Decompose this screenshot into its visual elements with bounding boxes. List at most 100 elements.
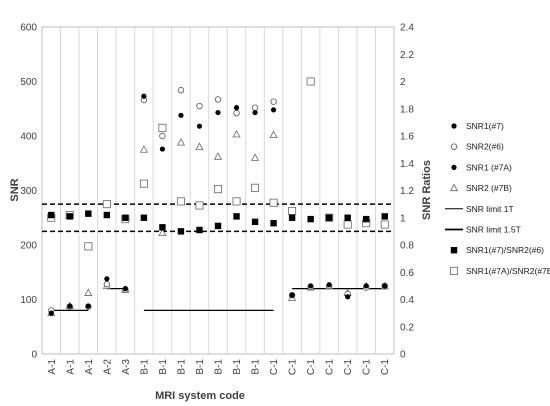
data-point — [196, 123, 203, 129]
data-point — [158, 228, 167, 237]
x-tick-label: B-1 — [176, 359, 187, 375]
data-point — [363, 215, 370, 223]
data-point — [306, 77, 315, 86]
data-point — [103, 281, 111, 288]
data-point — [307, 215, 314, 223]
x-tick-label: A-1 — [65, 359, 76, 375]
data-point — [345, 294, 351, 300]
x-tick-label: C-1 — [306, 359, 317, 376]
y2-tick-label: 2.2 — [400, 50, 414, 61]
x-tick-label: A-3 — [121, 359, 132, 375]
data-point — [85, 210, 92, 217]
data-point — [215, 109, 221, 116]
legend-label: SNR1(#7A)/SNR2(#7B) — [466, 266, 550, 276]
y-tick-label: 400 — [20, 132, 37, 143]
y2-tick-label: 0.6 — [400, 268, 414, 279]
data-point — [232, 129, 241, 138]
gridlines — [60, 27, 376, 354]
x-tick-label: B-1 — [158, 359, 169, 375]
x-ticks: A-1 A-1 A-1 A-2 A-3 B-1 B-1 B-1 B-1 B-1 B-1 B-1 C-1 C… — [47, 359, 391, 376]
right-ticks: 0 0.2 0.4 0.6 0.8 1 1.2 1.4 1.6 1.8 2 2.2 2.4 — [400, 23, 414, 361]
data-point — [84, 242, 93, 251]
x-axis-title: MRI system code — [155, 390, 245, 402]
data-point — [195, 201, 204, 210]
data-point — [140, 214, 148, 221]
y2-tick-label: 1.4 — [400, 159, 414, 170]
data-point — [288, 214, 296, 221]
y2-tick-label: 2.4 — [400, 23, 414, 34]
data-point — [288, 206, 297, 215]
data-point — [139, 145, 148, 153]
y-tick-label: 300 — [20, 186, 37, 197]
x-tick-label: A-2 — [102, 359, 113, 375]
x-tick-label: B-1 — [251, 359, 262, 375]
data-point — [159, 224, 166, 231]
y-tick-label: 200 — [20, 241, 37, 252]
data-point — [213, 185, 222, 194]
legend-label: SNR limit 1T — [466, 204, 514, 214]
legend-label: SNR1(#7)/SNR2(#6) — [466, 245, 544, 255]
data-point — [196, 102, 203, 110]
data-point — [213, 152, 223, 160]
data-point — [270, 107, 277, 113]
data-point — [66, 213, 73, 220]
data-point — [176, 197, 185, 206]
data-point — [326, 282, 332, 288]
data-point — [177, 228, 185, 235]
plot-border — [41, 26, 395, 355]
data-point — [214, 222, 222, 230]
y2-axis-title: SNR Ratios — [421, 160, 433, 220]
x-tick-label: B-1 — [232, 359, 243, 375]
x-tick-label: B-1 — [195, 359, 206, 375]
x-tick-label: C-1 — [325, 359, 336, 376]
legend-swatch — [449, 266, 458, 275]
data-point — [158, 123, 167, 132]
legend-label: SNR2 (#7B) — [466, 183, 512, 193]
data-point — [269, 198, 278, 207]
data-point — [178, 112, 184, 118]
legend-label: SNR limit 1.5T — [466, 225, 521, 235]
y-tick-label: 0 — [31, 350, 37, 361]
data-point — [381, 213, 388, 220]
data-point — [122, 286, 128, 292]
data-point — [325, 214, 333, 221]
data-point — [250, 153, 260, 161]
y2-tick-label: 1.2 — [400, 186, 414, 197]
y2-tick-label: 0.4 — [400, 295, 414, 306]
legend-label: SNR1 (#7A) — [466, 162, 512, 172]
x-tick-label: B-1 — [139, 359, 150, 375]
x-tick-label: A-1 — [47, 359, 58, 375]
data-point — [252, 109, 258, 116]
data-point — [159, 146, 166, 152]
data-point — [159, 132, 166, 140]
data-point — [382, 283, 388, 289]
y2-tick-label: 0 — [400, 350, 406, 361]
legend-label: SNR2(#6) — [466, 142, 504, 152]
data-point — [344, 214, 351, 221]
data-point — [233, 213, 240, 220]
plot-area-frame — [41, 26, 395, 355]
data-point — [139, 179, 148, 188]
legend-swatch — [450, 143, 458, 150]
y2-tick-label: 0.2 — [400, 322, 414, 333]
y2-tick-label: 1.6 — [400, 132, 414, 143]
data-point — [176, 138, 186, 146]
data-point — [233, 105, 240, 111]
data-point — [48, 310, 54, 316]
data-point — [308, 283, 314, 289]
y-tick-label: 600 — [20, 23, 37, 34]
legend-swatch — [451, 123, 457, 129]
data-point — [122, 214, 129, 221]
data-point — [270, 220, 277, 227]
data-point — [232, 197, 241, 206]
y-tick-label: 500 — [20, 77, 37, 88]
left-ticks: 0 100 200 300 400 500 600 — [20, 23, 37, 361]
legend-swatch — [450, 247, 458, 254]
y2-tick-label: 1.8 — [400, 104, 414, 115]
y2-tick-label: 2 — [400, 77, 406, 88]
data-point — [85, 303, 91, 309]
data-point — [67, 303, 73, 309]
legend-swatch — [449, 183, 459, 192]
x-tick-label: B-1 — [214, 359, 225, 375]
